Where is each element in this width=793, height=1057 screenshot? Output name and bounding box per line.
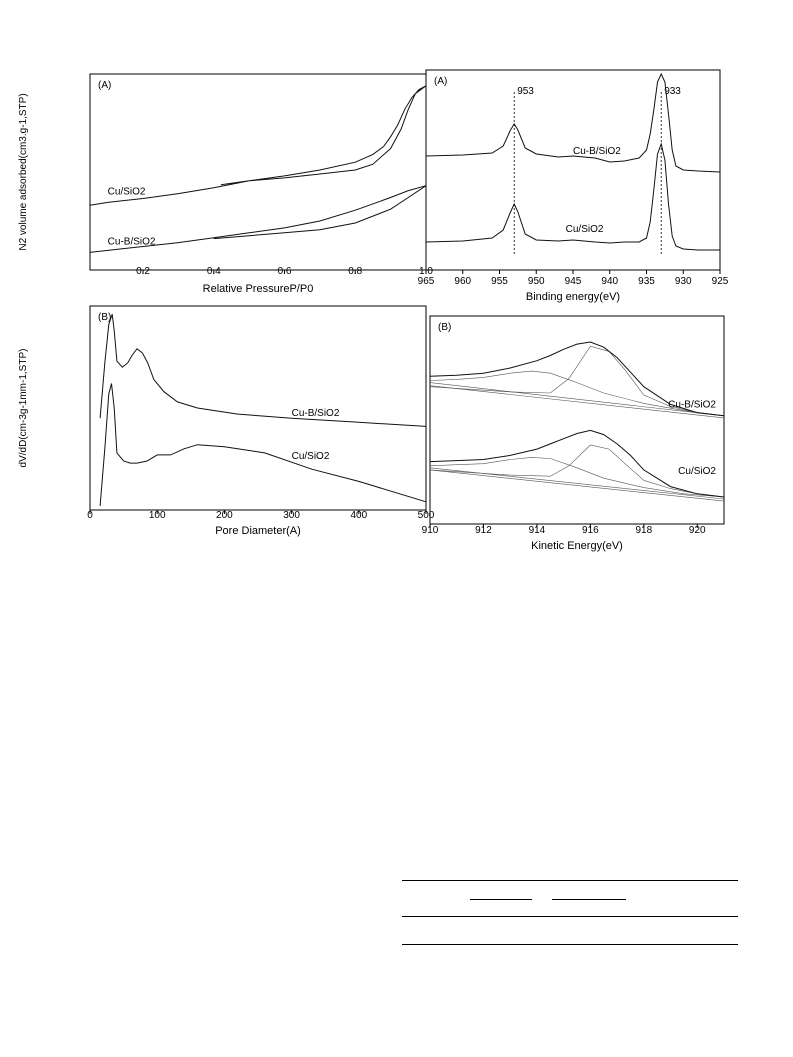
series-line-cu-sio2 [99,383,427,506]
panel-label: (A) [434,76,447,87]
series-label-cu-sio2: Cu/SiO2 [678,466,716,477]
x-tick-label-916: 916 [582,525,599,536]
fit-curve-3 [429,382,725,417]
y-axis-label: N2 volume adsorbed(cm3.g-1,STP) [18,93,29,250]
x-tick-label-400: 400 [350,510,367,521]
fit-curve-8 [429,469,725,502]
table-header-rule [402,916,738,917]
x-axis-label: Binding energy(eV) [526,291,620,303]
series-line-cu-sio2 [425,142,720,251]
x-tick-label-925: 925 [712,276,729,287]
fit-curve-1 [429,370,725,417]
x-axis-label: Kinetic Energy(eV) [531,540,623,552]
x-tick-label-910: 910 [422,525,439,536]
x-tick-label-918: 918 [635,525,652,536]
fit-curve-7 [429,467,725,500]
guide-label-933: 933 [664,86,681,97]
x-tick-label-0-6: 0.6 [278,266,292,277]
series-label-cu-sio2: Cu/SiO2 [566,224,604,235]
series-label-cu-b-sio2: Cu-B/SiO2 [668,400,716,411]
x-tick-label-500: 500 [418,510,435,521]
x-tick-label-200: 200 [216,510,233,521]
series-line-cu-sio2 [429,429,725,498]
panel-label: (B) [438,322,451,333]
table-fragment [402,880,738,946]
panel-label: (B) [98,312,111,323]
x-tick-label-912: 912 [475,525,492,536]
pore-distribution-chart: 0 100 200 300 400 500 Pore Diameter(A) dV/dD(cm… [18,305,435,537]
series-label-cu-sio2: Cu/SiO2 [292,451,330,462]
table-top-rule [402,880,738,881]
fit-curve-5 [429,457,725,498]
series-label-cu-sio2: Cu/SiO2 [108,187,146,198]
x-tick-label-914: 914 [529,525,546,536]
auger-chart: 910 912 914 916 918 920 Kinetic Energy(eV) (B) C… [422,315,725,552]
x-axis-label: Pore Diameter(A) [215,525,301,537]
fit-curve-4 [429,385,725,419]
auger-panel: 910 912 914 916 918 920 Kinetic Energy(eV) (B) C… [416,300,736,560]
series-label-cu-b-sio2: Cu-B/SiO2 [292,408,340,419]
series-line-cu-b-sio2 [425,72,721,173]
series-line-cu-sio2 [89,85,427,206]
plot-frame [429,315,725,525]
x-tick-label-950: 950 [528,276,545,287]
series-label-cu-b-sio2: Cu-B/SiO2 [573,146,621,157]
table-bottom-rule [402,944,738,945]
bet-isotherm-panel: 0.2 0.4 0.6 0.8 1.0 Relative PressureP/P0 N2 v… [8,60,433,300]
x-tick-label-960: 960 [454,276,471,287]
fit-curve-6 [429,444,725,498]
pore-distribution-panel: 0 100 200 300 400 500 Pore Diameter(A) dV/dD(cm… [8,300,435,540]
xps-cu2p-chart: 965 960 955 950 945 940 935 930 925 Binding energ… [418,69,729,303]
x-tick-label-0: 0 [87,510,93,521]
table-group-rule-2 [552,899,626,900]
x-tick-label-920: 920 [689,525,706,536]
guide-label-953: 953 [517,86,534,97]
xps-panel: 965 960 955 950 945 940 935 930 925 Binding energ… [416,60,736,306]
x-tick-label-0-2: 0.2 [136,266,150,277]
x-tick-label-0-8: 0.8 [348,266,362,277]
x-tick-label-945: 945 [565,276,582,287]
x-tick-label-935: 935 [638,276,655,287]
series-label-cu-b-sio2: Cu-B/SiO2 [108,237,156,248]
x-tick-label-100: 100 [149,510,166,521]
series-line-cu-b-sio2 [429,341,725,417]
y-axis-label: dV/dD(cm-3g-1mm-1,STP) [18,349,29,468]
x-tick-label-300: 300 [283,510,300,521]
series-line-cu-b-sio2 [89,185,427,253]
panel-label: (A) [98,80,111,91]
x-tick-label-955: 955 [491,276,508,287]
series-line-cu-b-sio2 [99,314,427,427]
table-group-rule-1 [470,899,532,900]
x-tick-label-940: 940 [601,276,618,287]
x-tick-label-930: 930 [675,276,692,287]
x-axis-label: Relative PressureP/P0 [203,283,314,295]
x-tick-label-965: 965 [418,276,435,287]
x-tick-label-0-4: 0.4 [207,266,221,277]
plot-frame [89,305,427,511]
